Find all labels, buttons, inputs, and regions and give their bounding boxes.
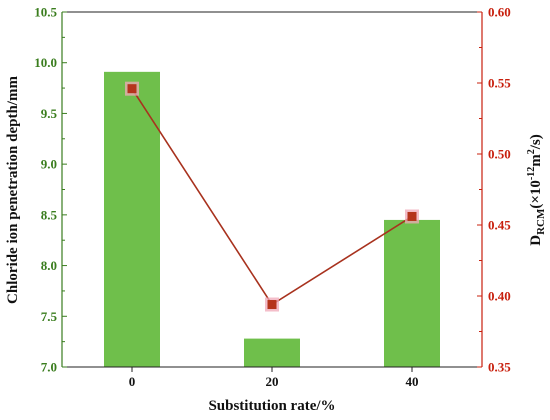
- left-tick-label: 9.0: [41, 157, 57, 172]
- right-tick-label: 0.55: [488, 76, 511, 91]
- x-tick-label: 0: [129, 374, 136, 389]
- line-layer: [125, 81, 419, 312]
- left-axis-title: Chloride ion penetration depth/mm: [5, 76, 21, 304]
- right-tick-label: 0.35: [488, 360, 511, 375]
- left-tick-label: 9.5: [41, 106, 58, 121]
- bar-0: [104, 71, 160, 367]
- bar-40: [384, 219, 440, 367]
- dr-line: [131, 88, 413, 306]
- axes-layer: 7.0 7.5 8.0 8.5 9.0 9.5 10.0 10.5 0.35 0.40 0.45 0.…: [34, 5, 511, 390]
- right-axis-title: DRCM(×10-12m2/s): [526, 134, 547, 246]
- right-axis-title-sup2: 2: [526, 149, 537, 154]
- right-tick-label: 0.45: [488, 218, 511, 233]
- right-axis-title-m: m: [528, 154, 544, 167]
- x-tick-label: 20: [266, 374, 279, 389]
- left-tick-label: 10.0: [34, 55, 57, 70]
- x-tick-label: 40: [406, 374, 419, 389]
- right-axis-title-sup1: -12: [526, 167, 537, 180]
- bars-layer: [104, 71, 440, 367]
- right-axis-title-sub: RCM: [535, 208, 547, 235]
- left-tick-label: 8.5: [41, 207, 58, 222]
- right-tick-label: 0.50: [488, 147, 511, 162]
- dr-point-20: [267, 300, 277, 310]
- right-axis-title-end: /s): [528, 134, 544, 150]
- left-tick-label: 10.5: [34, 5, 57, 20]
- x-axis-title: Substitution rate/%: [208, 398, 335, 414]
- dr-point-40: [407, 211, 417, 221]
- bar-20: [244, 338, 300, 367]
- left-tick-label: 7.0: [41, 360, 57, 375]
- right-axis-title-mid: (×10: [528, 180, 544, 209]
- left-tick-label: 7.5: [41, 309, 58, 324]
- dr-point-0: [127, 84, 137, 94]
- right-axis-title-main: D: [528, 235, 544, 246]
- right-tick-label: 0.40: [488, 289, 511, 304]
- right-tick-label: 0.60: [488, 5, 511, 20]
- left-tick-label: 8.0: [41, 258, 57, 273]
